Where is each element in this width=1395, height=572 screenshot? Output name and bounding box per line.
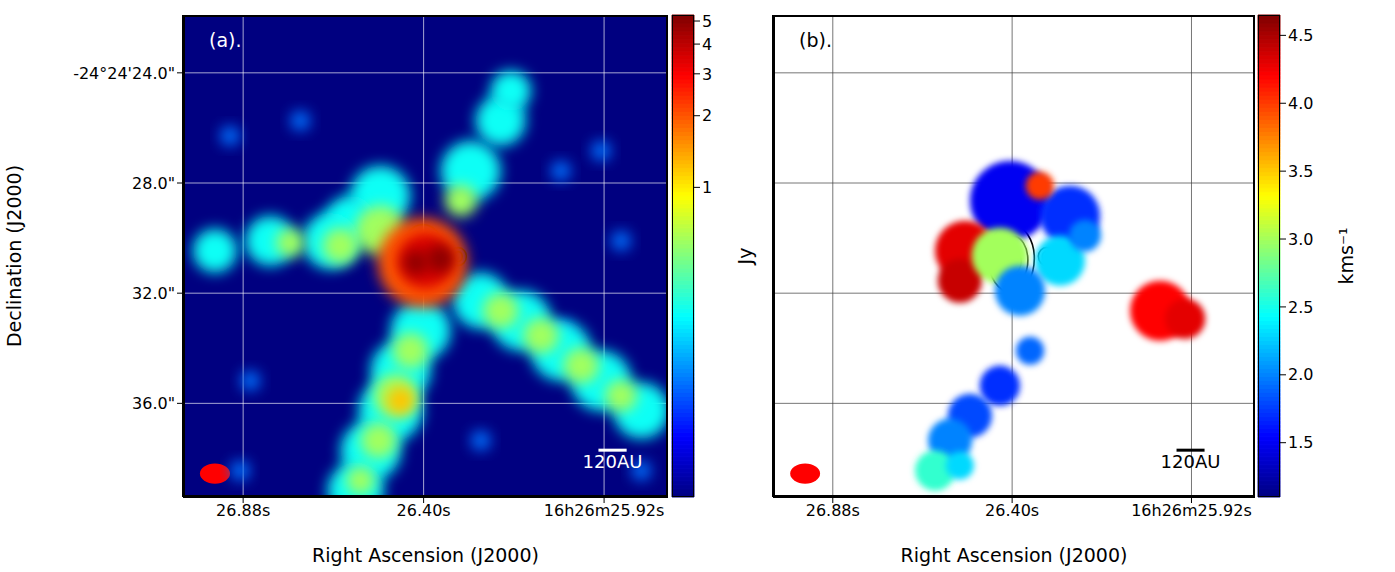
svg-text:Right Ascension (J2000): Right Ascension (J2000) [901, 544, 1128, 566]
svg-text:26.88s: 26.88s [216, 501, 270, 520]
svg-text:4.0: 4.0 [1288, 94, 1313, 113]
svg-text:4: 4 [702, 35, 712, 54]
svg-text:120AU: 120AU [583, 451, 643, 472]
html-text:(b).: (b). [799, 29, 832, 51]
svg-text:36.0": 36.0" [132, 394, 175, 413]
html-text:(a).: (a). [209, 29, 242, 51]
svg-text:32.0": 32.0" [132, 284, 175, 303]
svg-text:28.0": 28.0" [132, 174, 175, 193]
svg-text:1.5: 1.5 [1288, 433, 1313, 452]
svg-text:3.0: 3.0 [1288, 230, 1313, 249]
svg-text:26.40s: 26.40s [985, 501, 1039, 520]
svg-text:2: 2 [702, 106, 712, 125]
svg-text:16h26m25.92s: 16h26m25.92s [544, 501, 665, 520]
svg-text:kms⁻¹: kms⁻¹ [1335, 227, 1357, 284]
svg-text:16h26m25.92s: 16h26m25.92s [1131, 501, 1252, 520]
svg-text:Declination (J2000): Declination (J2000) [3, 165, 25, 347]
svg-text:26.40s: 26.40s [397, 501, 451, 520]
svg-text:2.0: 2.0 [1288, 365, 1313, 384]
svg-text:3.5: 3.5 [1288, 162, 1313, 181]
svg-text:-24°24'24.0": -24°24'24.0" [73, 64, 175, 83]
svg-text:4.5: 4.5 [1288, 26, 1313, 45]
svg-text:Right Ascension (J2000): Right Ascension (J2000) [312, 544, 539, 566]
svg-text:5: 5 [702, 12, 712, 31]
svg-text:3: 3 [702, 65, 712, 84]
svg-text:26.88s: 26.88s [806, 501, 860, 520]
svg-text:2.5: 2.5 [1288, 298, 1313, 317]
svg-text:Jy: Jy [734, 248, 756, 266]
svg-text:120AU: 120AU [1161, 451, 1221, 472]
svg-text:1: 1 [702, 178, 712, 197]
